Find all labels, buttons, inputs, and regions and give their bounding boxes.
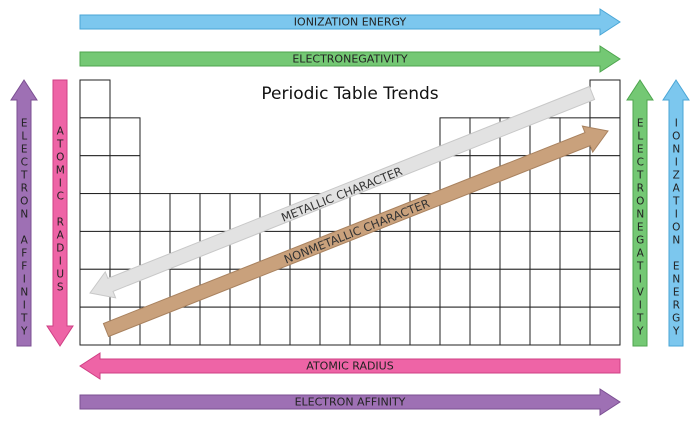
table-cell [499, 306, 531, 346]
table-cell [529, 268, 561, 308]
arrow-label: ATOMIC RADIUS [306, 359, 394, 373]
table-cell [499, 193, 531, 232]
table-cell [589, 79, 621, 119]
table-cell [109, 155, 141, 195]
table-cell [379, 230, 411, 270]
table-cell [139, 193, 171, 232]
table-cell [169, 193, 201, 232]
table-cell [529, 306, 561, 346]
table-cell [79, 79, 111, 119]
table-cell [289, 306, 321, 346]
table-cell [559, 268, 591, 308]
table-cell [439, 230, 471, 270]
table-cell [259, 306, 291, 346]
table-cell [559, 193, 591, 232]
table-cell [319, 268, 351, 308]
table-cell [589, 193, 621, 232]
table-cell [109, 193, 141, 232]
table-cell [469, 306, 501, 346]
table-cell [109, 230, 141, 270]
arrow-label: IONIZATION ENERGY [670, 117, 683, 339]
table-cell [529, 230, 561, 270]
arrow [79, 388, 621, 416]
arrow-label: ELECTRON AFFINITY [18, 117, 31, 339]
arrow-label: IONIZATION ENERGY [293, 15, 407, 29]
table-cell [499, 230, 531, 270]
table-cell [79, 230, 111, 270]
table-cell [169, 306, 201, 346]
table-cell [589, 306, 621, 346]
table-cell [409, 268, 441, 308]
table-cell [199, 306, 231, 346]
table-cell [349, 268, 381, 308]
table-cell [469, 268, 501, 308]
table-cell [439, 306, 471, 346]
table-cell [289, 268, 321, 308]
arrow-label: ELECTRONEGATIVITY [634, 117, 647, 339]
table-cell [559, 230, 591, 270]
table-cell [439, 268, 471, 308]
table-cell [379, 306, 411, 346]
table-cell [79, 117, 111, 157]
table-cell [349, 306, 381, 346]
arrow [89, 85, 596, 299]
table-cell [199, 193, 231, 232]
table-cell [559, 306, 591, 346]
arrow [626, 79, 654, 347]
arrow-label: ELECTRONEGATIVITY [292, 52, 408, 66]
table-cell [109, 117, 141, 157]
arrow [46, 79, 74, 347]
arrow [10, 79, 38, 347]
table-cell [469, 193, 501, 232]
table-cell [319, 306, 351, 346]
arrow [102, 125, 609, 338]
table-cell [409, 230, 441, 270]
table-cell [499, 268, 531, 308]
table-cell [589, 155, 621, 195]
arrow [662, 79, 690, 347]
table-cell [409, 306, 441, 346]
table-cell [589, 268, 621, 308]
table-cell [469, 230, 501, 270]
arrow-label: ATOMIC RADIUS [54, 125, 67, 295]
arrow [79, 8, 621, 36]
arrow-label: ELECTRON AFFINITY [294, 395, 406, 409]
table-cell [229, 306, 261, 346]
arrow [79, 45, 621, 73]
title: Periodic Table Trends [261, 84, 439, 104]
table-cell [529, 193, 561, 232]
table-cell [79, 193, 111, 232]
table-cell [559, 155, 591, 195]
table-cell [259, 268, 291, 308]
table-cell [379, 268, 411, 308]
arrow [79, 352, 621, 380]
table-cell [79, 155, 111, 195]
table-cell [589, 230, 621, 270]
